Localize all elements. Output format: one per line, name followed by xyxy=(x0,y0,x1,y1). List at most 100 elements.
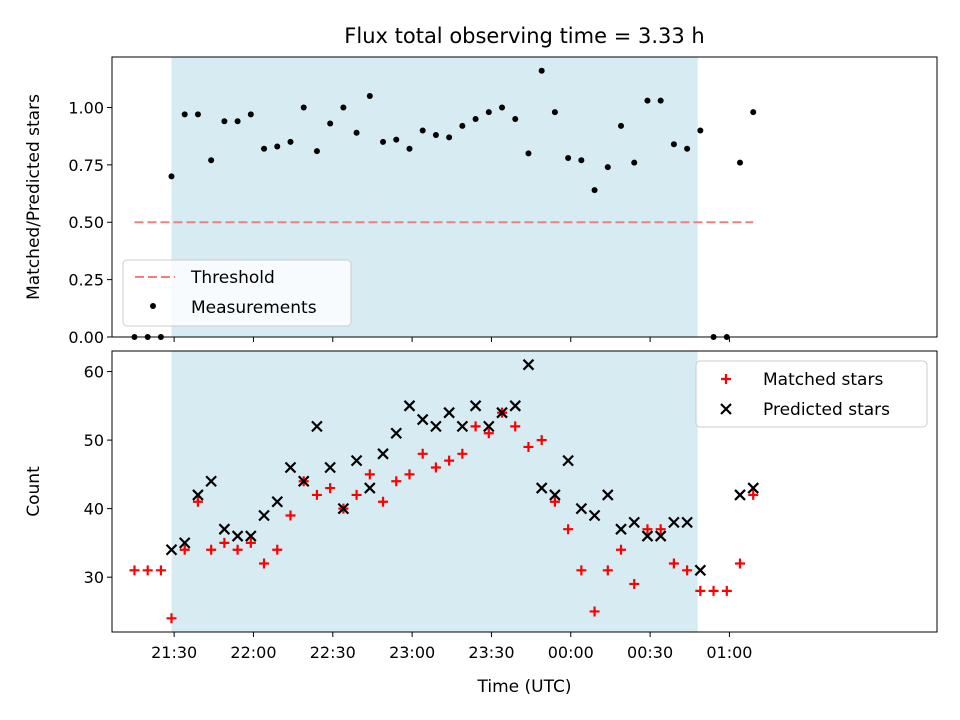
matched-stars-point xyxy=(536,435,547,446)
measurement-point xyxy=(287,138,294,145)
predicted-stars-point xyxy=(535,482,548,494)
axes-frame xyxy=(111,56,938,338)
measurement-point xyxy=(604,164,611,171)
matched-stars-point xyxy=(325,483,336,494)
ratio-panel: 0.00 0.25 0.50 0.75 1.00 Matched/Predicted st… xyxy=(24,24,938,347)
matched-stars-point xyxy=(510,421,521,432)
predicted-stars-point xyxy=(668,516,680,529)
matched-stars-point xyxy=(179,544,190,555)
legend-matched-label: Matched stars xyxy=(763,370,883,390)
predicted-stars-point xyxy=(562,454,574,467)
matched-stars-point xyxy=(272,544,283,555)
matched-stars-point xyxy=(192,496,203,507)
matched-stars-point xyxy=(259,558,270,569)
measurement-point xyxy=(750,109,757,116)
y-axis-label: Matched/Predicted stars xyxy=(24,94,44,300)
measurement-point xyxy=(485,109,492,116)
predicted-stars-point xyxy=(522,358,535,371)
matched-stars-point xyxy=(602,565,613,576)
matched-stars-point xyxy=(166,613,177,624)
measurement-point xyxy=(499,104,506,111)
measurement-point xyxy=(327,120,334,127)
predicted-stars-point xyxy=(654,530,667,542)
measurement-point xyxy=(538,67,545,74)
matched-stars-point xyxy=(470,421,481,432)
matched-stars-point xyxy=(695,585,706,596)
matched-stars-point xyxy=(668,558,679,569)
predicted-stars-point xyxy=(284,461,297,474)
x-tick-label: 22:00 xyxy=(230,643,276,662)
matched-stars-point xyxy=(219,537,230,548)
y-tick-label: 1.00 xyxy=(68,98,104,117)
predicted-stars-point xyxy=(192,489,204,501)
matched-stars-point xyxy=(642,524,653,535)
measurement-point xyxy=(697,127,704,134)
predicted-stars-point xyxy=(549,489,561,501)
measurement-point xyxy=(406,145,413,152)
measurement-point xyxy=(247,111,254,118)
predicted-stars-point xyxy=(641,530,654,542)
count-panel: 30 40 50 60 21:30 22:00 22:30 23:00 23:30 00:00 00… xyxy=(24,350,938,697)
matched-stars-point xyxy=(748,489,759,500)
x-tick-label: 22:30 xyxy=(310,643,356,662)
predicted-stars-point xyxy=(747,482,760,494)
matched-stars-point xyxy=(655,524,666,535)
measurement-point xyxy=(340,104,347,111)
matched-stars-point xyxy=(378,496,389,507)
measurement-point xyxy=(194,111,201,118)
matched-stars-point xyxy=(549,496,560,507)
predicted-stars-point xyxy=(483,420,495,433)
matched-stars-point xyxy=(155,565,166,576)
matched-stars-point xyxy=(576,565,587,576)
legend-threshold-label: Threshold xyxy=(190,268,275,288)
matched-stars-point xyxy=(129,565,140,576)
matched-stars-point xyxy=(417,448,428,459)
measurement-point xyxy=(221,118,228,125)
legend-box xyxy=(122,259,352,327)
predicted-stars-point xyxy=(218,523,231,535)
x-tick-label: 01:00 xyxy=(706,643,752,662)
measurement-point xyxy=(670,141,677,148)
measurement-point xyxy=(591,187,598,194)
y-tick-label: 60 xyxy=(84,363,104,382)
x-tick-label: 00:00 xyxy=(548,643,594,662)
predicted-stars-point xyxy=(165,543,178,556)
matched-stars-point xyxy=(311,489,322,500)
measurement-point xyxy=(446,134,453,141)
legend-box xyxy=(695,360,928,428)
predicted-stars-point xyxy=(443,406,455,419)
x-tick-label: 23:00 xyxy=(389,643,435,662)
predicted-stars-point xyxy=(178,537,191,549)
predicted-stars-point xyxy=(390,427,403,440)
legend-predicted-swatch xyxy=(720,403,732,415)
predicted-stars-point xyxy=(694,564,707,577)
matched-stars-point xyxy=(616,544,627,555)
measurement-point xyxy=(393,136,400,143)
measurement-point xyxy=(512,115,519,122)
measurement-point xyxy=(618,122,625,129)
y-tick-label: 0.50 xyxy=(68,213,104,232)
measurement-point xyxy=(300,104,307,111)
matched-stars-point xyxy=(232,544,243,555)
matched-stars-point xyxy=(483,428,494,439)
x-axis-label: Time (UTC) xyxy=(477,677,572,697)
matched-stars-point xyxy=(523,441,534,452)
matched-stars-point xyxy=(563,524,574,535)
matched-stars-point xyxy=(351,489,362,500)
predicted-stars-point xyxy=(337,502,350,515)
matched-stars-point xyxy=(206,544,217,555)
predicted-stars-point xyxy=(245,530,257,542)
predicted-stars-point xyxy=(297,475,310,487)
predicted-stars-point xyxy=(628,516,641,529)
x-tick-label: 00:30 xyxy=(627,643,673,662)
predicted-stars-point xyxy=(430,420,442,433)
measurement-point xyxy=(737,159,744,166)
matched-stars-point xyxy=(444,455,455,466)
measurement-point xyxy=(644,97,651,104)
legend: Threshold Measurements xyxy=(122,259,352,327)
predicted-stars-point xyxy=(602,489,614,501)
measurement-point xyxy=(551,109,558,116)
measurement-point xyxy=(366,93,373,100)
predicted-stars-point xyxy=(469,400,482,412)
